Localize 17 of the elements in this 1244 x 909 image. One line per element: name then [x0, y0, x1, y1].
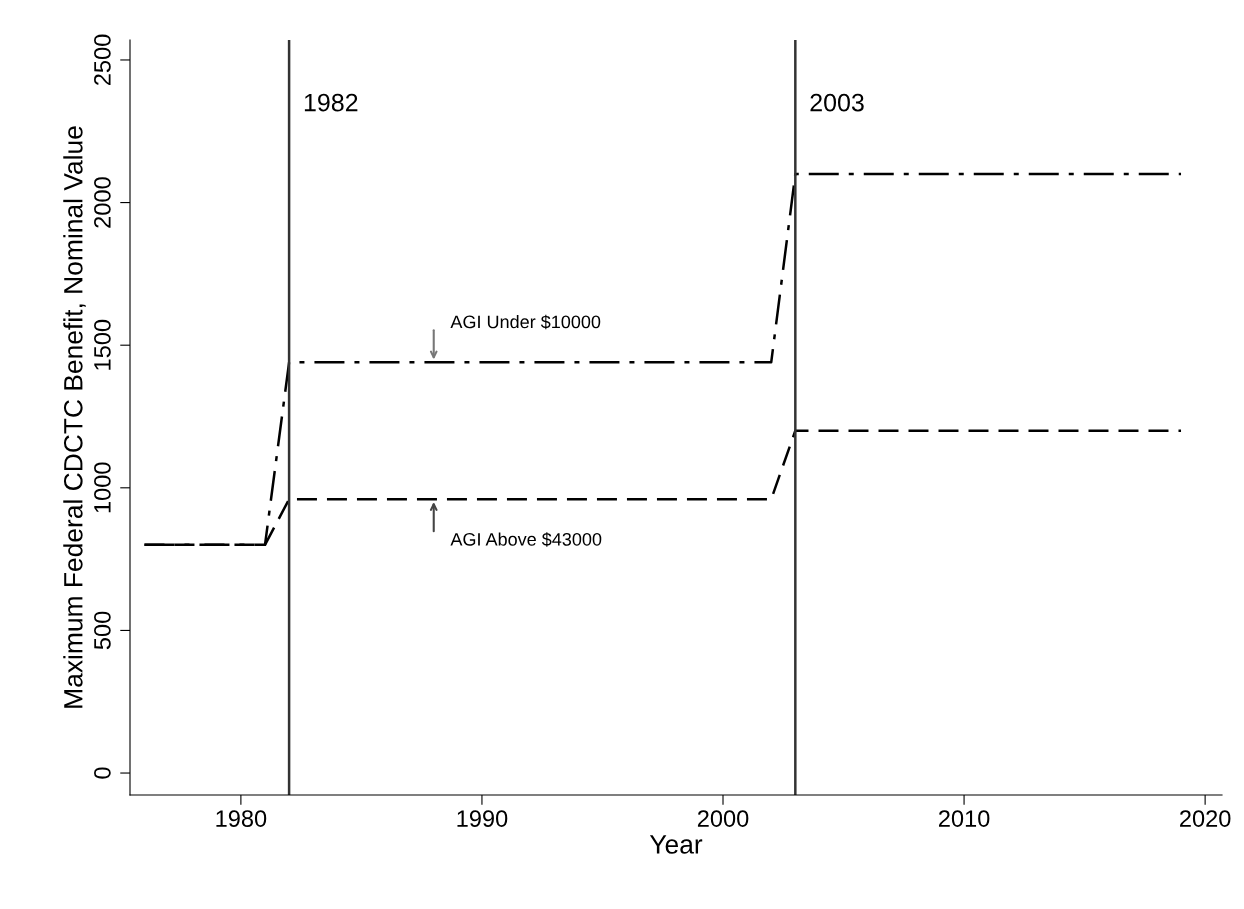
y-tick-label: 1500: [94, 319, 111, 370]
x-axis-title: Year: [649, 835, 703, 854]
y-tick-label: 1000: [94, 462, 111, 513]
y-tick-label: 500: [94, 611, 111, 650]
x-tick-label: 2020: [1180, 810, 1231, 827]
ref-line-label: 2003: [810, 93, 864, 112]
annotation: AGI Above $43000: [450, 532, 602, 547]
annotation: AGI Under $10000: [450, 314, 601, 330]
y-axis-title: Maximum Federal CDCTC Benefit, Nominal Value: [63, 126, 86, 708]
y-tick-label: 0: [94, 767, 111, 779]
x-tick-label: 2000: [697, 810, 749, 827]
ref-line-label: 1982: [304, 93, 358, 112]
x-tick-label: 2010: [938, 810, 990, 827]
x-tick-label: 1980: [216, 810, 267, 827]
x-tick-label: 1990: [457, 810, 508, 827]
y-tick-label: 2000: [94, 177, 111, 228]
y-tick-label: 2500: [94, 34, 111, 86]
